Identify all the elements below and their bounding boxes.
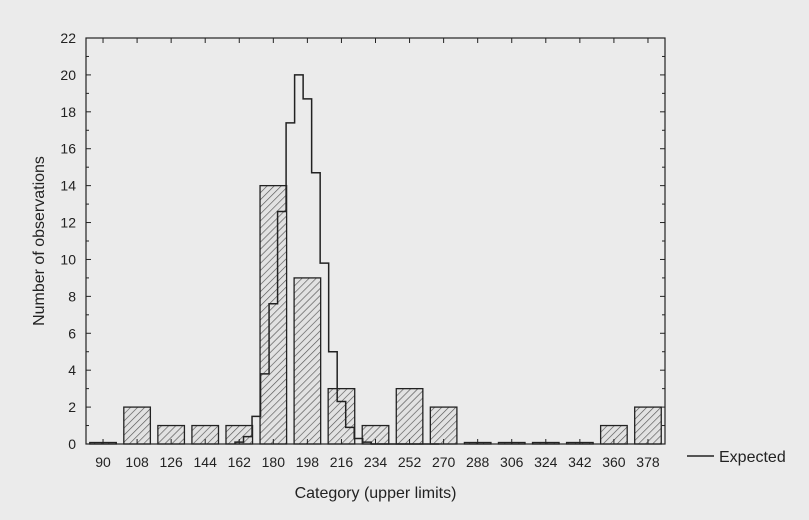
x-tick-label: 252 <box>398 454 422 470</box>
x-axis: 90 108 126 144 162 180 198 216 234 252 270 288 306 32… <box>95 38 660 470</box>
x-tick-label: 234 <box>364 454 388 470</box>
x-tick-label: 216 <box>330 454 354 470</box>
y-tick-label: 22 <box>60 30 76 46</box>
x-tick-label: 270 <box>432 454 456 470</box>
x-tick-label: 126 <box>159 454 183 470</box>
y-tick-label: 16 <box>60 141 76 157</box>
bar-180 <box>259 184 288 445</box>
x-tick-label: 360 <box>602 454 626 470</box>
y-tick-label: 6 <box>68 325 76 341</box>
y-tick-label: 0 <box>68 436 76 452</box>
y-tick-label: 18 <box>60 104 76 120</box>
y-axis: 0 2 4 6 8 10 12 14 16 18 20 22 <box>60 30 665 452</box>
x-tick-label: 342 <box>568 454 592 470</box>
y-tick-label: 20 <box>60 67 76 83</box>
legend: Expected <box>687 449 786 466</box>
x-tick-label: 288 <box>466 454 490 470</box>
legend-expected-label: Expected <box>719 449 786 466</box>
y-tick-label: 12 <box>60 215 76 231</box>
x-axis-label: Category (upper limits) <box>295 485 457 502</box>
y-tick-label: 2 <box>68 399 76 415</box>
y-tick-label: 4 <box>68 362 76 378</box>
x-tick-label: 324 <box>534 454 558 470</box>
plot-frame <box>85 37 666 445</box>
y-tick-label: 10 <box>60 251 76 267</box>
bar-198 <box>293 277 322 445</box>
bar-378 <box>634 406 662 445</box>
y-axis-label: Number of observations <box>31 156 48 326</box>
bar-108 <box>123 406 152 445</box>
x-tick-label: 90 <box>95 454 111 470</box>
x-tick-label: 162 <box>228 454 252 470</box>
x-tick-label: 108 <box>125 454 149 470</box>
bars-layer <box>89 184 662 445</box>
y-tick-label: 14 <box>60 178 76 194</box>
y-tick-label: 8 <box>68 288 76 304</box>
x-tick-label: 378 <box>636 454 660 470</box>
bar-252 <box>395 387 424 445</box>
bar-270 <box>429 406 458 445</box>
x-tick-label: 306 <box>500 454 524 470</box>
x-tick-label: 198 <box>296 454 320 470</box>
x-tick-label: 180 <box>262 454 286 470</box>
x-tick-label: 144 <box>194 454 218 470</box>
bar-216 <box>327 387 356 445</box>
